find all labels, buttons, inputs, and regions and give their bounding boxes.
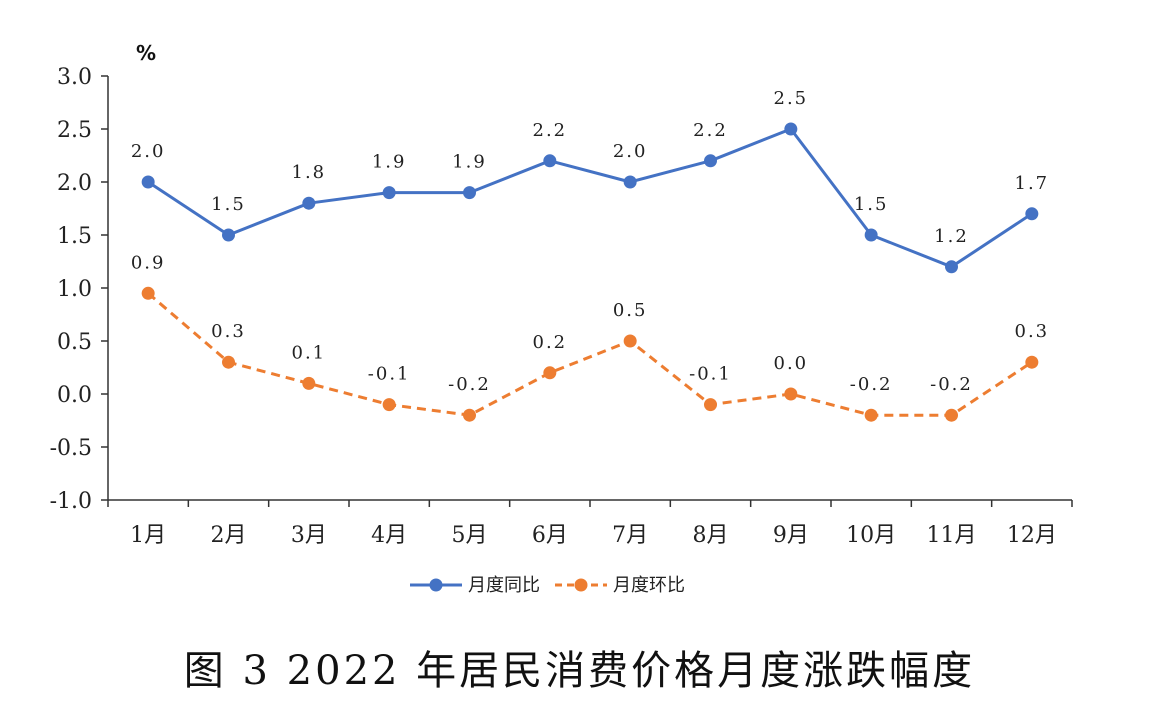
x-tick-label: 10月 — [846, 523, 896, 548]
data-label: 2.2 — [533, 120, 568, 141]
series-line — [147, 292, 1033, 417]
data-label: 2.2 — [693, 120, 728, 141]
y-tick-label: 1.5 — [57, 224, 92, 249]
data-point — [382, 398, 396, 412]
data-label: 1.5 — [854, 194, 889, 215]
y-tick-label: -1.0 — [50, 489, 92, 514]
x-tick-label: 2月 — [211, 523, 247, 548]
data-point — [945, 408, 958, 422]
series-layer: 2.01.51.81.9 1.92.22.02.22.51.51.21.70.90… — [131, 88, 1050, 422]
data-label: 0.9 — [131, 252, 166, 273]
y-tick-label: 2.5 — [57, 118, 92, 143]
y-tick-label: 0.5 — [57, 330, 92, 355]
y-tick-label: 3.0 — [57, 65, 92, 90]
data-point — [623, 334, 637, 348]
data-label: 1.7 — [1015, 173, 1050, 194]
y-tick-label: 2.0 — [57, 171, 92, 196]
x-tick-label: 12月 — [1007, 523, 1057, 548]
x-tick-label: 11月 — [927, 523, 977, 548]
chart-title: 图 3 2022 年居民消费价格月度涨跌幅度 — [183, 648, 976, 694]
data-label: 1.5 — [211, 194, 246, 215]
data-label: 2.0 — [613, 141, 648, 162]
data-point — [463, 186, 476, 200]
legend-item-2: 月度环比 — [555, 575, 685, 596]
legend-marker — [574, 578, 588, 592]
x-tick-label: 4月 — [371, 523, 407, 548]
data-point — [302, 196, 316, 210]
axes: 3.0 2.5 2.0 1.5 1.0 0.5 0.0 -0.5 -1.0% 1月 2月 3月 4月 5月… — [50, 41, 1073, 548]
data-label: 1.2 — [934, 226, 969, 247]
data-point — [302, 376, 316, 390]
data-label: 0.3 — [211, 321, 246, 342]
x-tick-label: 8月 — [693, 523, 729, 548]
data-point — [543, 366, 557, 380]
data-point — [623, 175, 637, 189]
data-label: -0.2 — [850, 374, 893, 395]
legend-label: 月度同比 — [468, 575, 540, 596]
x-tick-label: 3月 — [291, 523, 327, 548]
x-tick-label: 1月 — [130, 523, 166, 548]
data-point — [704, 398, 717, 412]
data-point — [543, 154, 557, 168]
data-point — [222, 355, 235, 369]
data-label: 0.0 — [774, 353, 809, 374]
y-tick-label: 0.0 — [57, 383, 92, 408]
data-point — [382, 186, 396, 200]
data-point — [463, 408, 476, 422]
data-label: 1.9 — [372, 152, 407, 173]
data-label: -0.1 — [368, 364, 411, 385]
series-line — [147, 127, 1033, 269]
data-label: -0.2 — [448, 374, 491, 395]
data-point — [704, 154, 717, 168]
legend-marker — [429, 578, 443, 592]
data-point — [864, 408, 878, 422]
data-label: 0.2 — [533, 332, 568, 353]
x-tick-label: 9月 — [773, 523, 809, 548]
y-tick-label: -0.5 — [50, 436, 92, 461]
data-label: 0.5 — [613, 300, 648, 321]
data-point — [864, 228, 878, 242]
x-tick-label: 5月 — [452, 523, 488, 548]
x-tick-label: 7月 — [612, 523, 648, 548]
data-label: 1.8 — [292, 162, 327, 183]
data-point — [784, 122, 798, 136]
data-point — [141, 286, 155, 300]
data-point — [945, 260, 958, 274]
data-point — [784, 387, 798, 401]
data-label: -0.2 — [930, 374, 973, 395]
data-label: 0.3 — [1015, 321, 1050, 342]
legend-item-1: 月度同比 — [410, 575, 540, 596]
data-point — [222, 228, 235, 242]
data-label: 1.9 — [452, 152, 487, 173]
line-chart-svg: 3.0 2.5 2.0 1.5 1.0 0.5 0.0 -0.5 -1.0% 1月 2月 3月 4月 5月… — [50, 41, 1073, 596]
data-label: 2.5 — [774, 88, 809, 109]
data-label: 0.1 — [292, 342, 327, 363]
y-axis-unit: % — [136, 41, 156, 65]
series-1: 2.0 1.5 1.8 1.9 1.9 2.2 2.0 2.2 2.5 1.5 1.2 1.7 — [131, 88, 1050, 274]
data-point — [1025, 207, 1039, 221]
legend-label: 月度环比 — [613, 575, 685, 596]
data-label: 2.0 — [131, 141, 166, 162]
legend: 月度同比 月度环比 — [410, 575, 685, 596]
y-tick-label: 1.0 — [57, 277, 92, 302]
data-point — [1025, 355, 1039, 369]
data-label: -0.1 — [689, 364, 732, 385]
data-point — [141, 175, 155, 189]
series-2: 0.9 0.3 0.1 -0.1 -0.2 0.2 0.5 -0.1 0.0 -0.2 -0.2 0.… — [131, 252, 1050, 422]
x-tick-label: 6月 — [532, 523, 568, 548]
